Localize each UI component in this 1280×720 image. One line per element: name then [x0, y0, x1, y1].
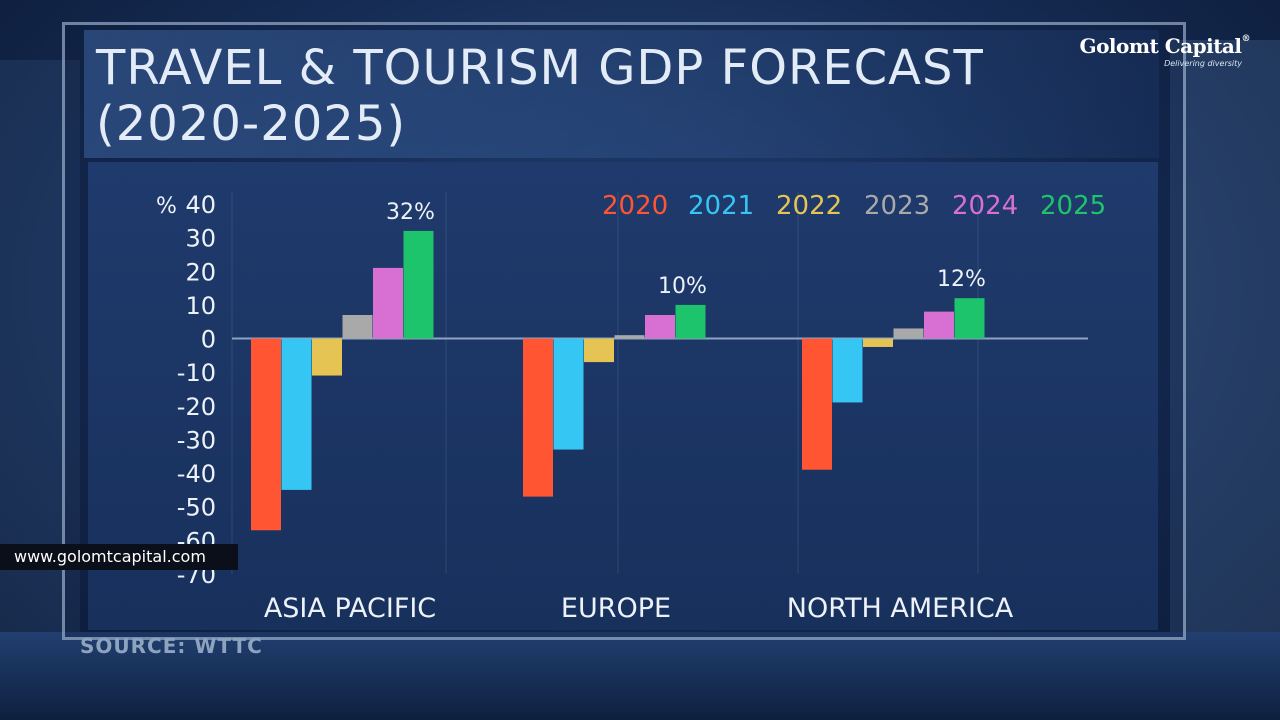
background-light-stripe-right: [1170, 40, 1280, 680]
y-tick-label-40: 40: [185, 191, 216, 219]
y-tick-label-30: 30: [185, 225, 216, 253]
bar-north-america-2020: [802, 338, 832, 470]
y-tick-label--40: -40: [177, 460, 216, 488]
bar-north-america-2025: [954, 298, 985, 339]
logo-name: Golomt Capital®: [1079, 34, 1251, 58]
bar-europe-2024: [645, 315, 675, 339]
bar-asia-pacific-2023: [342, 315, 373, 339]
x-category-label-north-america: NORTH AMERICA: [787, 593, 1014, 624]
source-credit: SOURCE: WTTC: [80, 634, 263, 658]
chart-title-line-2: (2020-2025): [96, 96, 407, 152]
bar-asia-pacific-2025: [403, 230, 434, 339]
x-category-label-europe: EUROPE: [561, 593, 671, 624]
logo-tagline: Delivering diversity: [1164, 59, 1242, 68]
bar-north-america-2024: [924, 311, 954, 339]
title-band: [84, 30, 1159, 158]
legend-entry-2020: 2020: [602, 191, 668, 221]
y-tick-label--50: -50: [177, 494, 216, 522]
bar-asia-pacific-2022: [312, 338, 342, 376]
y-tick-label--10: -10: [177, 359, 216, 387]
y-tick-label--20: -20: [177, 393, 216, 421]
data-label-asia-pacific: 32%: [386, 200, 435, 225]
x-category-label-asia-pacific: ASIA PACIFIC: [264, 593, 436, 624]
data-label-north-america: 12%: [937, 267, 986, 292]
y-axis-unit-label: %: [156, 194, 177, 219]
legend-entry-2024: 2024: [952, 191, 1018, 221]
chart-title: TRAVEL & TOURISM GDP FORECAST (2020-2025…: [96, 40, 984, 152]
y-tick-label-0: 0: [201, 326, 216, 354]
chart-title-line-1: TRAVEL & TOURISM GDP FORECAST: [96, 40, 984, 96]
golomt-capital-logo: Golomt Capital® Delivering diversity: [1060, 34, 1251, 84]
y-tick-label--30: -30: [177, 426, 216, 454]
bar-asia-pacific-2020: [251, 338, 281, 531]
background-floor: [0, 632, 1280, 720]
y-tick-label-10: 10: [185, 292, 216, 320]
bar-europe-2025: [675, 304, 706, 339]
bar-europe-2020: [523, 338, 553, 497]
bar-north-america-2023: [893, 328, 924, 339]
website-url: www.golomtcapital.com: [0, 544, 238, 570]
legend-entry-2022: 2022: [776, 191, 842, 221]
legend-entry-2023: 2023: [864, 191, 930, 221]
data-label-europe: 10%: [658, 274, 707, 299]
bar-asia-pacific-2024: [373, 267, 403, 339]
bar-north-america-2022: [863, 338, 893, 347]
bar-europe-2021: [553, 338, 584, 450]
chart-panel: 40 30 20 10 0 -10 -20 -30 -40 -50 -60 -70% 32% 10% 12%…: [88, 162, 1158, 630]
bar-europe-2022: [584, 338, 614, 363]
bar-asia-pacific-2021: [281, 338, 312, 490]
bar-north-america-2021: [832, 338, 863, 403]
bar-europe-2023: [614, 335, 645, 339]
legend-entry-2025: 2025: [1040, 191, 1106, 221]
registered-mark: ®: [1241, 34, 1251, 44]
legend-entry-2021: 2021: [688, 191, 754, 221]
y-tick-label-20: 20: [185, 258, 216, 286]
